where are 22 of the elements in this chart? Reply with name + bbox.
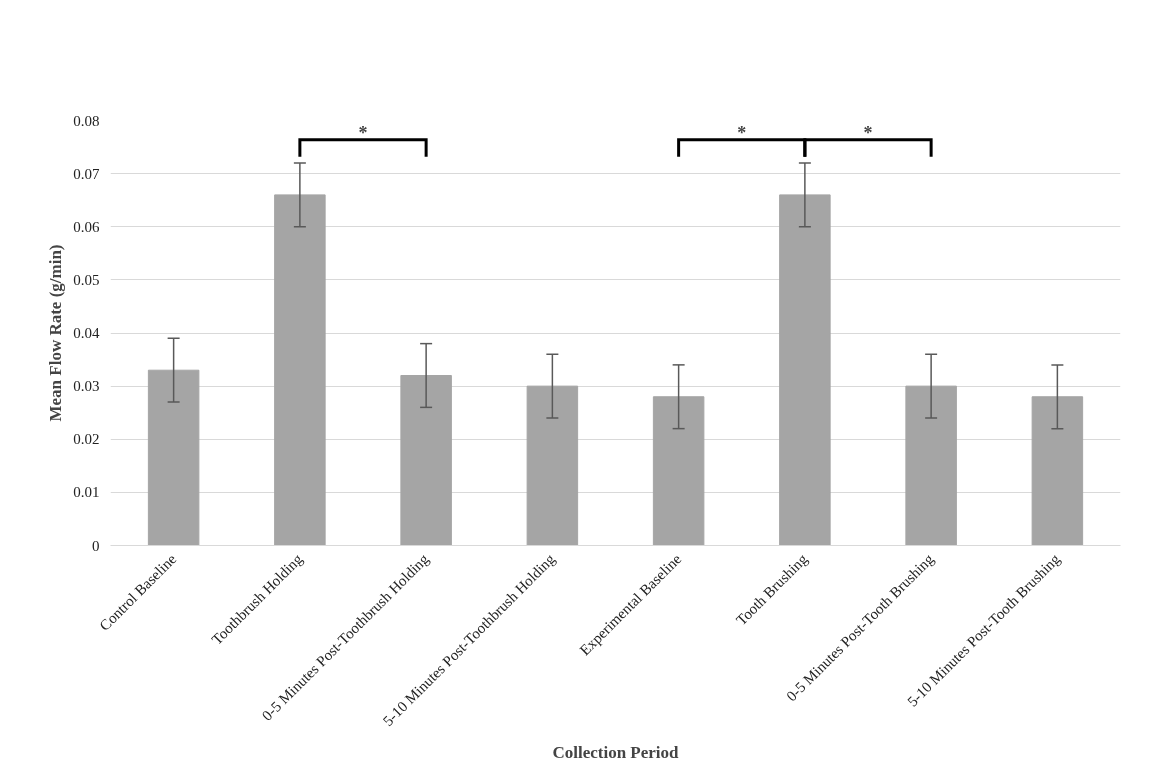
x-axis-title: Collection Period (552, 742, 680, 762)
bar (1031, 396, 1084, 546)
annotation: * (358, 122, 368, 143)
y-axis-title: Mean Flow Rate (g/min) (46, 244, 66, 422)
annotation: * (863, 122, 873, 143)
y-tick-label: 0.03 (73, 378, 100, 395)
y-tick-label: 0.02 (73, 431, 100, 448)
bar (652, 396, 705, 546)
bar (274, 194, 326, 546)
bar (526, 385, 579, 546)
y-tick-label: 0.08 (73, 112, 100, 129)
y-tick-label: 0.01 (73, 484, 100, 501)
annotation: * (737, 122, 747, 143)
bar (905, 385, 957, 546)
bar (779, 194, 831, 546)
y-tick-label: 0.07 (73, 165, 100, 182)
bar (147, 369, 200, 546)
y-tick-label: 0 (92, 537, 100, 554)
y-tick-label: 0.05 (73, 271, 100, 288)
bar (400, 375, 452, 546)
y-tick-label: 0.04 (73, 325, 100, 341)
y-tick-label: 0.06 (73, 218, 100, 235)
